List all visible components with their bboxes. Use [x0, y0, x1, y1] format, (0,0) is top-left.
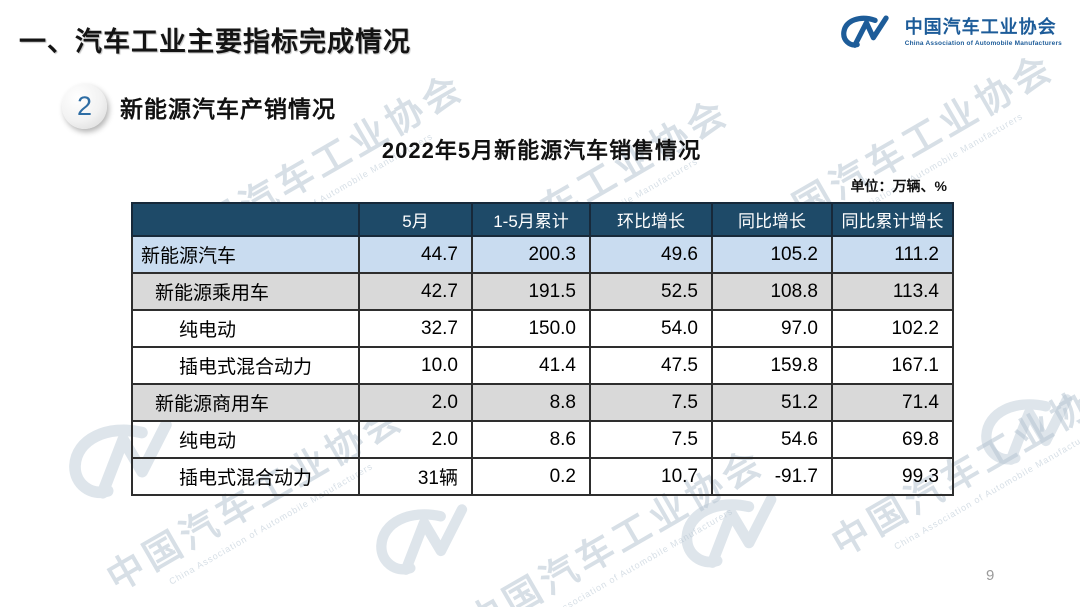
value-cell: 69.8 [831, 420, 954, 459]
value-cell: 42.7 [358, 272, 473, 311]
section-number-badge: 2 [62, 84, 107, 129]
row-label: 新能源乘用车 [131, 272, 360, 311]
unit-note: 单位：万辆、% [850, 178, 947, 194]
section-title: 新能源汽车产销情况 [120, 95, 336, 122]
value-cell: 8.8 [471, 383, 591, 422]
value-cell: 51.2 [711, 383, 833, 422]
value-cell: 0.2 [471, 457, 591, 496]
value-cell: 54.6 [711, 420, 833, 459]
nev-sales-table: 5月 1-5月累计 环比增长 同比增长 同比累计增长 新能源汽车 44.7 200.3 49.… [131, 202, 954, 496]
col-header-blank [131, 202, 360, 237]
value-cell: 54.0 [589, 309, 713, 348]
table-row: 新能源乘用车 42.7 191.5 52.5 108.8 113.4 [131, 272, 954, 311]
table-body: 新能源汽车 44.7 200.3 49.6 105.2 111.2 新能源乘用车 42.7 19… [131, 235, 954, 496]
row-label: 插电式混合动力 [131, 457, 360, 496]
logo-name-english: China Association of Automobile Manufact… [904, 39, 1062, 47]
value-cell: 52.5 [589, 272, 713, 311]
cm-logo-icon [838, 14, 896, 51]
table-row: 新能源汽车 44.7 200.3 49.6 105.2 111.2 [131, 235, 954, 274]
table-header: 5月 1-5月累计 环比增长 同比增长 同比累计增长 [131, 202, 954, 237]
value-cell: -91.7 [711, 457, 833, 496]
row-label: 新能源汽车 [131, 235, 360, 274]
header-row: 5月 1-5月累计 环比增长 同比增长 同比累计增长 [131, 202, 954, 237]
page-title: 一、汽车工业主要指标完成情况 [19, 27, 411, 57]
col-header: 5月 [358, 202, 473, 237]
value-cell: 167.1 [831, 346, 954, 385]
table-row: 插电式混合动力 31辆 0.2 10.7 -91.7 99.3 [131, 457, 954, 496]
table-title: 2022年5月新能源汽车销售情况 [381, 138, 702, 163]
row-label: 纯电动 [131, 420, 360, 459]
value-cell: 150.0 [471, 309, 591, 348]
value-cell: 97.0 [711, 309, 833, 348]
row-label: 插电式混合动力 [131, 346, 360, 385]
value-cell: 7.5 [589, 383, 713, 422]
value-cell: 32.7 [358, 309, 473, 348]
value-cell: 47.5 [589, 346, 713, 385]
section-heading: 2 新能源汽车产销情况 [62, 84, 336, 129]
value-cell: 8.6 [471, 420, 591, 459]
page-number: 9 [986, 567, 995, 584]
value-cell: 159.8 [711, 346, 833, 385]
row-label: 纯电动 [131, 309, 360, 348]
col-header: 环比增长 [589, 202, 713, 237]
caam-logo: 中国汽车工业协会 China Association of Automobile… [838, 14, 1062, 51]
watermark-cm-icon [971, 389, 1080, 480]
row-label: 新能源商用车 [131, 383, 360, 422]
value-cell: 71.4 [831, 383, 954, 422]
table-row: 插电式混合动力 10.0 41.4 47.5 159.8 167.1 [131, 346, 954, 385]
value-cell: 102.2 [831, 309, 954, 348]
value-cell: 49.6 [589, 235, 713, 274]
value-cell: 200.3 [471, 235, 591, 274]
value-cell: 44.7 [358, 235, 473, 274]
col-header: 同比累计增长 [831, 202, 954, 237]
value-cell: 2.0 [358, 420, 473, 459]
col-header: 同比增长 [711, 202, 833, 237]
value-cell: 111.2 [831, 235, 954, 274]
value-cell: 10.0 [358, 346, 473, 385]
value-cell: 41.4 [471, 346, 591, 385]
value-cell: 105.2 [711, 235, 833, 274]
table-row: 纯电动 32.7 150.0 54.0 97.0 102.2 [131, 309, 954, 348]
logo-name-chinese: 中国汽车工业协会 [904, 17, 1057, 38]
value-cell: 2.0 [358, 383, 473, 422]
value-cell: 7.5 [589, 420, 713, 459]
value-cell: 99.3 [831, 457, 954, 496]
table-row: 纯电动 2.0 8.6 7.5 54.6 69.8 [131, 420, 954, 459]
value-cell: 113.4 [831, 272, 954, 311]
value-cell: 31辆 [358, 457, 473, 496]
watermark-cm-icon [671, 489, 799, 583]
col-header: 1-5月累计 [471, 202, 591, 237]
table-row: 新能源商用车 2.0 8.8 7.5 51.2 71.4 [131, 383, 954, 422]
watermark-cm-icon [366, 499, 489, 590]
value-cell: 108.8 [711, 272, 833, 311]
value-cell: 191.5 [471, 272, 591, 311]
logo-text: 中国汽车工业协会 China Association of Automobile… [904, 17, 1062, 47]
value-cell: 10.7 [589, 457, 713, 496]
